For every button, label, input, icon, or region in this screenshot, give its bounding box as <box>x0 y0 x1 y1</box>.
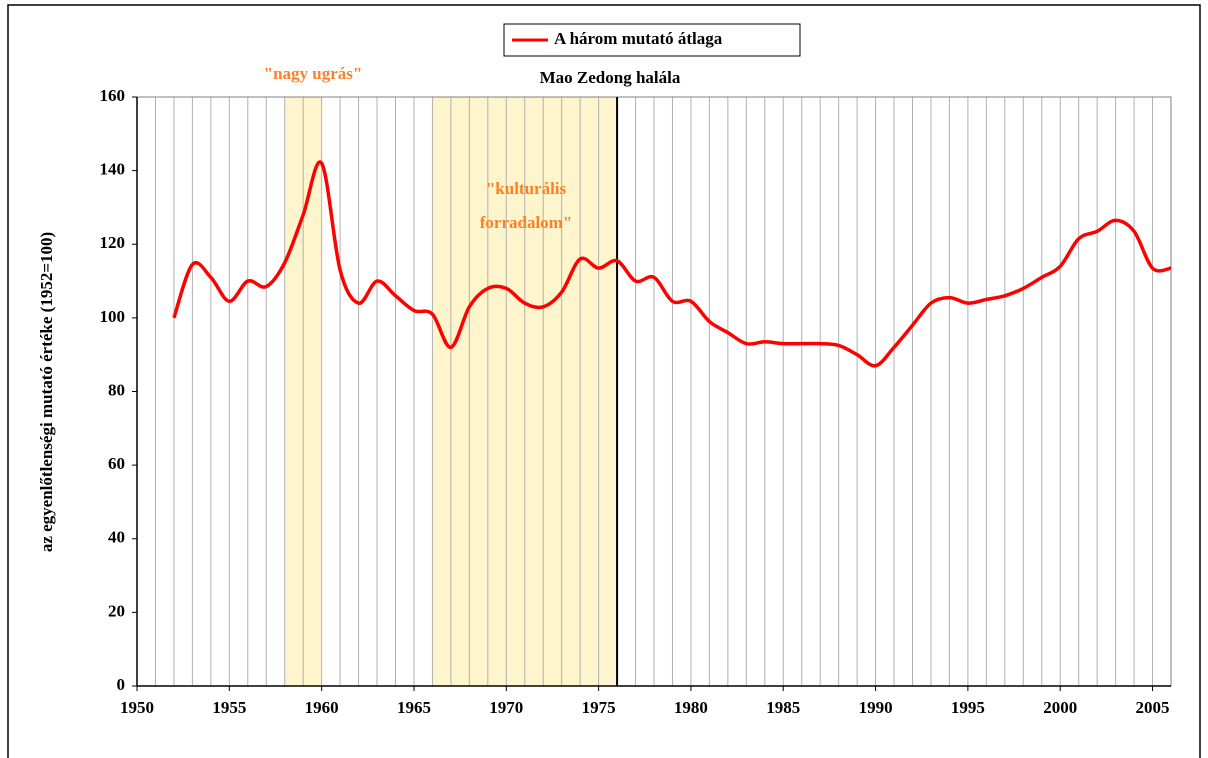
y-tick-label: 40 <box>108 528 125 547</box>
y-axis-label: az egyenlőtlenségi mutató értéke (1952=1… <box>37 232 56 552</box>
y-tick-label: 100 <box>100 307 126 326</box>
y-tick-label: 0 <box>117 675 126 694</box>
y-tick-label: 20 <box>108 601 125 620</box>
frame <box>7 4 1201 758</box>
x-tick-label: 1975 <box>582 698 616 717</box>
y-tick-label: 140 <box>100 160 126 179</box>
data-line <box>172 160 1172 368</box>
x-tick-label: 2000 <box>1043 698 1077 717</box>
y-tick-label: 80 <box>108 380 125 399</box>
annotation: Mao Zedong halála <box>540 68 681 87</box>
x-tick-label: 1960 <box>305 698 339 717</box>
y-tick-label: 120 <box>100 233 126 252</box>
x-tick-label: 1985 <box>766 698 800 717</box>
x-tick-label: 1990 <box>859 698 893 717</box>
y-tick-label: 160 <box>100 86 126 105</box>
x-tick-label: 1970 <box>489 698 523 717</box>
x-tick-label: 1980 <box>674 698 708 717</box>
x-tick-label: 2005 <box>1136 698 1170 717</box>
legend-box <box>503 23 801 57</box>
x-tick-label: 1995 <box>951 698 985 717</box>
x-tick-label: 1950 <box>120 698 154 717</box>
x-tick-label: 1965 <box>397 698 431 717</box>
legend-label: A három mutató átlaga <box>554 29 723 48</box>
y-tick-label: 60 <box>108 454 125 473</box>
plot: 0 20 40 60 80 100 120 140 160 1950 1955 1960 1965 197… <box>100 86 1172 717</box>
annotation: "nagy ugrás" <box>264 64 363 83</box>
x-tick-label: 1955 <box>212 698 246 717</box>
annotation: "kulturális <box>486 179 567 198</box>
annotation: forradalom" <box>480 213 573 232</box>
